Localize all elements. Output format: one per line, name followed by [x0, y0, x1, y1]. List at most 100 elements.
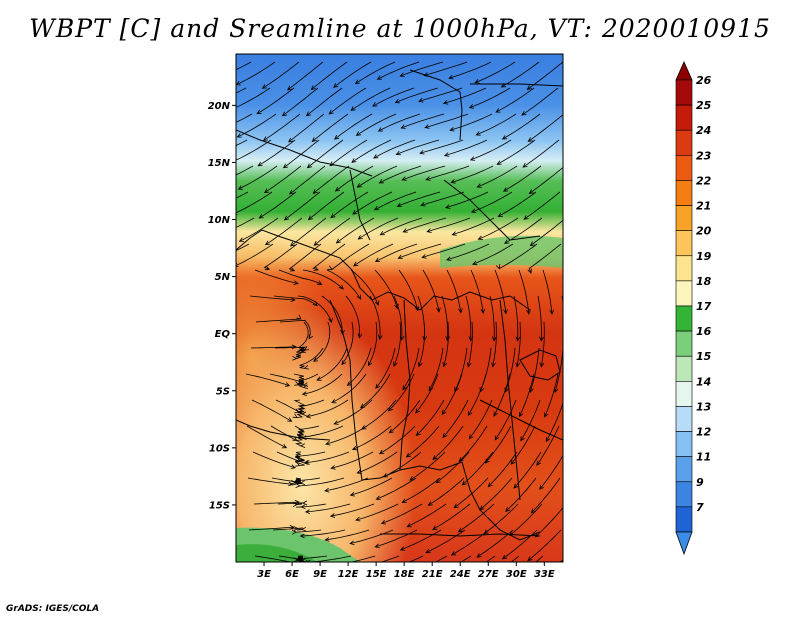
x-tick-label: 6E	[285, 569, 299, 580]
y-tick-label: 5S	[216, 386, 230, 397]
streamline	[296, 503, 327, 508]
border-line	[359, 287, 531, 311]
streamline-arrow	[317, 280, 323, 285]
streamline-arrow	[396, 202, 402, 207]
streamline	[380, 217, 423, 236]
streamline-arrow	[504, 387, 509, 393]
streamline	[249, 295, 295, 301]
streamline	[462, 451, 494, 486]
streamline-arrow	[300, 504, 306, 510]
colorbar-swatch	[675, 180, 693, 206]
colorbar-label: 22	[696, 174, 712, 187]
colorbar-label: 21	[696, 200, 711, 213]
colorbar-swatch	[675, 280, 693, 307]
grads-credit: GrADS: IGES/COLA	[6, 604, 100, 614]
streamline	[305, 451, 350, 464]
streamline	[236, 165, 254, 176]
streamline	[485, 555, 496, 562]
colorbar-under-arrow	[675, 531, 693, 556]
streamline-arrow	[505, 506, 511, 512]
streamline-arrow	[529, 241, 535, 247]
streamline	[380, 555, 400, 562]
colorbar-label: 15	[696, 350, 712, 363]
streamline	[334, 399, 373, 425]
streamline-arrow	[503, 309, 508, 315]
streamline-arrow	[474, 79, 480, 84]
streamline-arrow	[487, 482, 493, 488]
streamline	[468, 399, 493, 439]
streamline	[238, 165, 278, 190]
streamline-arrow	[378, 449, 385, 455]
streamline	[324, 477, 369, 492]
streamline	[255, 318, 301, 323]
streamline	[494, 269, 507, 314]
streamline-arrow	[445, 204, 451, 209]
streamline	[406, 425, 440, 458]
streamline-arrow	[450, 179, 456, 184]
streamline-arrow	[351, 158, 357, 163]
streamline	[559, 559, 563, 562]
streamline	[445, 191, 489, 209]
streamline-arrow	[374, 300, 380, 306]
colorbar-swatch	[675, 431, 693, 457]
streamline	[409, 451, 446, 481]
plot-frame	[235, 53, 564, 563]
streamline	[441, 295, 448, 341]
streamline-arrow	[307, 215, 313, 221]
streamline	[265, 217, 303, 245]
colorbar-swatch	[675, 255, 693, 282]
streamline	[376, 477, 417, 500]
streamline-arrow	[451, 231, 457, 236]
streamline	[356, 113, 397, 136]
streamline	[248, 526, 294, 531]
streamline-arrow	[443, 152, 450, 157]
streamline-arrow	[468, 104, 475, 109]
streamline-arrow	[333, 83, 339, 88]
streamline	[236, 61, 276, 86]
colorbar-label: 14	[696, 375, 711, 388]
streamline-arrow	[573, 310, 577, 314]
streamline-arrow	[353, 261, 359, 267]
streamline-arrow	[466, 362, 472, 368]
streamline	[400, 529, 442, 551]
streamline	[495, 87, 535, 113]
streamline-arrow	[361, 425, 367, 430]
streamline	[395, 87, 439, 103]
streamline-arrow	[263, 188, 270, 193]
streamline-arrow	[376, 75, 383, 80]
streamline	[502, 113, 541, 140]
streamline	[351, 139, 392, 163]
streamline	[296, 529, 303, 531]
streamline	[469, 87, 511, 109]
x-tick-label: 21E	[422, 569, 443, 580]
streamline-arrow	[237, 185, 243, 190]
streamline	[402, 165, 446, 181]
streamline	[554, 347, 563, 393]
streamline	[459, 425, 488, 462]
streamline	[516, 321, 521, 367]
streamline	[236, 87, 247, 94]
streamline	[427, 217, 471, 233]
streamline	[377, 61, 420, 80]
colorbar-swatch	[675, 155, 693, 181]
streamline-arrow	[288, 189, 295, 195]
y-tick-label: 5N	[215, 272, 231, 283]
streamline	[252, 451, 296, 469]
streamline-arrow	[328, 317, 333, 324]
border-line	[443, 179, 541, 241]
streamline-arrow	[333, 134, 340, 140]
streamline-arrow	[372, 102, 378, 107]
streamline	[400, 61, 444, 77]
streamline	[441, 373, 463, 415]
streamline-arrow	[527, 556, 533, 562]
streamline	[295, 451, 326, 461]
streamline	[270, 425, 303, 447]
streamline	[350, 529, 394, 544]
streamline	[274, 346, 307, 353]
streamline	[336, 217, 375, 244]
border-line	[380, 533, 541, 537]
x-tick-label: 33E	[534, 569, 555, 580]
border-line	[461, 461, 541, 541]
y-tick-label: EQ	[215, 329, 231, 340]
streamline-arrow	[530, 508, 536, 514]
